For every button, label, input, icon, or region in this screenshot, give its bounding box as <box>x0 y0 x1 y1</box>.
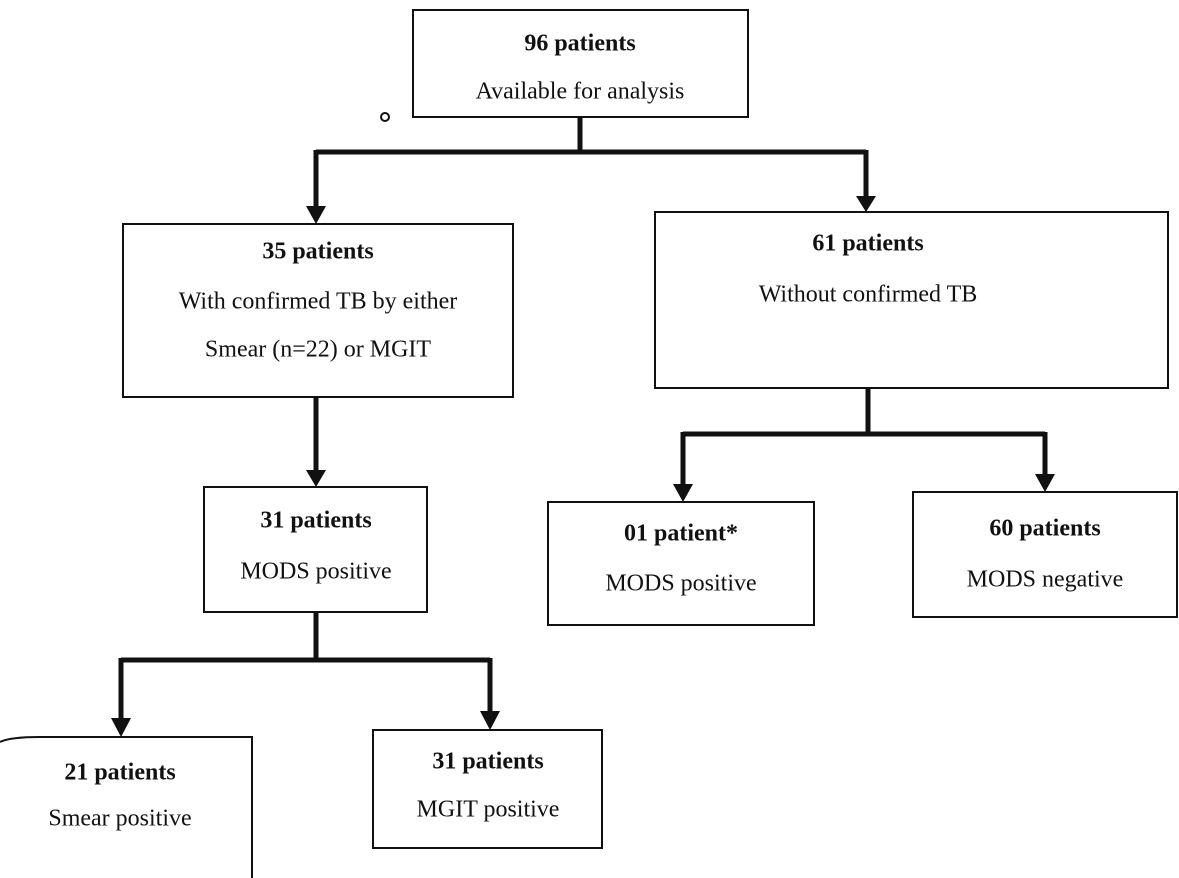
node-box <box>654 211 1169 389</box>
node-title: 96 patients <box>524 31 635 57</box>
node-title: 61 patients <box>812 231 923 257</box>
node-text: MODS positive <box>605 571 756 597</box>
node-text: MGIT positive <box>417 797 560 823</box>
node-text: With confirmed TB by either <box>179 289 458 315</box>
node-title: 31 patients <box>432 749 543 775</box>
node-title: 01 patient* <box>624 521 738 547</box>
node-text: MODS negative <box>967 567 1124 593</box>
node-box <box>203 486 428 613</box>
node-box <box>0 736 253 878</box>
node-text: Smear (n=22) or MGIT <box>205 337 431 363</box>
node-text: Available for analysis <box>476 79 685 105</box>
connector <box>680 388 1048 486</box>
node-box <box>122 223 514 398</box>
connector <box>118 612 493 720</box>
node-box <box>372 729 603 849</box>
connector <box>313 117 869 208</box>
node-text: MODS positive <box>240 559 391 585</box>
node-title: 35 patients <box>262 239 373 265</box>
node-title: 31 patients <box>260 508 371 534</box>
node-title: 60 patients <box>989 516 1100 542</box>
node-box <box>912 491 1178 618</box>
node-text: Smear positive <box>48 806 191 832</box>
node-title: 21 patients <box>64 760 175 786</box>
connectors <box>111 117 1055 737</box>
node-box <box>547 501 815 626</box>
node-box <box>412 9 749 118</box>
stray-mark <box>380 112 390 122</box>
node-text: Without confirmed TB <box>759 282 978 308</box>
